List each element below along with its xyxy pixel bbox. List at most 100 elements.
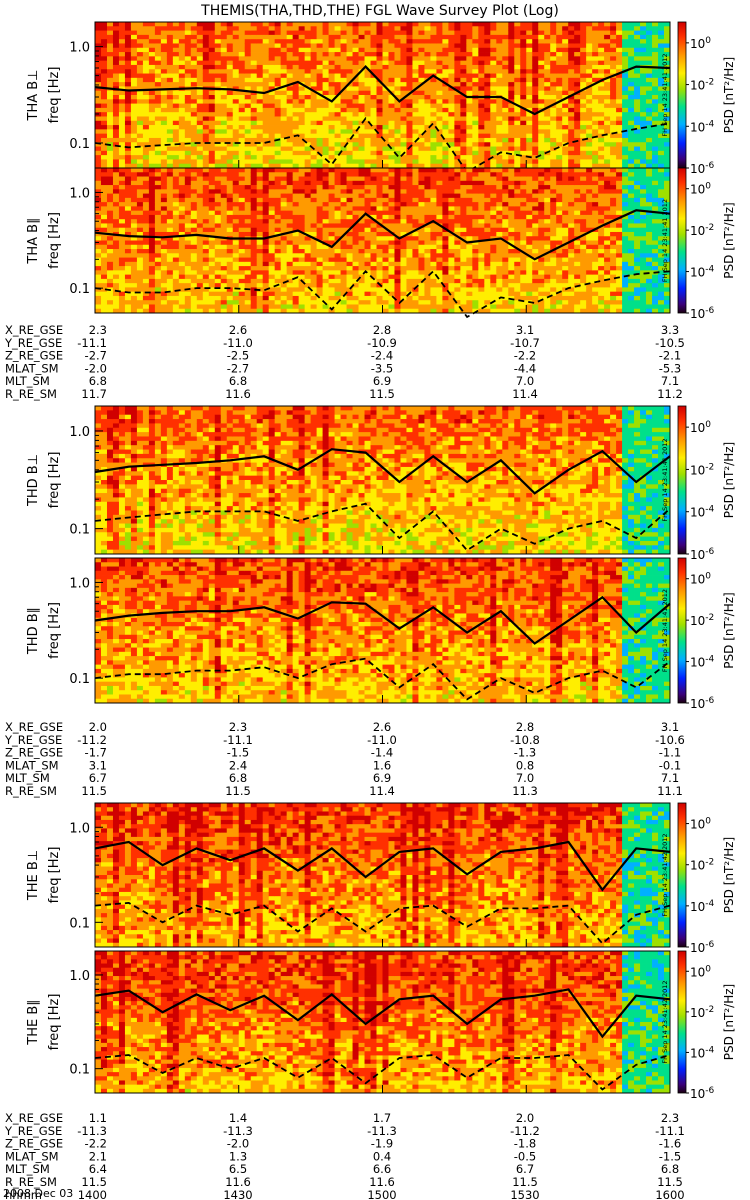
heatmap-cell (334, 180, 341, 186)
heatmap-cell (358, 210, 365, 216)
heatmap-cell (286, 73, 294, 79)
heatmap-cell (598, 116, 605, 122)
heatmap-cell (208, 295, 216, 301)
heatmap-cell (628, 146, 635, 152)
heatmap-cell (322, 69, 329, 74)
heatmap-cell (322, 34, 329, 40)
heatmap-cell (256, 43, 264, 49)
heatmap-cell (562, 39, 569, 44)
heatmap-cell (190, 295, 198, 301)
heatmap-cell (286, 120, 294, 126)
heatmap-cell (580, 95, 587, 100)
heatmap-cell (190, 95, 198, 100)
heatmap-cell (112, 253, 120, 258)
heatmap-cell (484, 142, 491, 147)
heatmap-cell (148, 116, 156, 122)
heatmap-cell (610, 159, 617, 165)
heatmap-cell (196, 227, 204, 233)
heatmap-cell (502, 103, 509, 109)
heatmap-cell (370, 172, 377, 177)
heatmap-cell (556, 133, 563, 139)
heatmap-cell (118, 231, 126, 237)
heatmap-cell (466, 47, 473, 53)
heatmap-cell (520, 56, 527, 62)
heatmap-cell (382, 189, 389, 194)
heatmap-cell (280, 274, 288, 280)
heatmap-cell (340, 150, 347, 156)
heatmap-cell (370, 231, 377, 237)
heatmap-cell (640, 30, 647, 36)
heatmap-cell (268, 107, 276, 113)
heatmap-cell (496, 22, 503, 27)
heatmap-cell (586, 47, 593, 53)
heatmap-cell (466, 112, 473, 117)
heatmap-cell (472, 86, 479, 92)
heatmap-cell (592, 47, 599, 53)
heatmap-cell (550, 34, 557, 40)
heatmap-cell (634, 26, 641, 31)
heatmap-cell (364, 69, 371, 74)
heatmap-cell (580, 64, 587, 70)
heatmap-cell (268, 86, 276, 92)
heatmap-cell (190, 304, 198, 310)
heatmap-cell (250, 300, 258, 305)
heatmap-cell (244, 304, 252, 310)
heatmap-cell (544, 112, 551, 117)
heatmap-cell (292, 137, 300, 143)
heatmap-cell (124, 240, 132, 246)
heatmap-cell (496, 69, 503, 74)
heatmap-cell (382, 180, 389, 186)
heatmap-cell (142, 219, 150, 224)
heatmap-cell (142, 257, 150, 263)
heatmap-cell (334, 283, 341, 288)
heatmap-cell (496, 146, 503, 152)
heatmap-cell (256, 150, 264, 156)
heatmap-cell (628, 47, 635, 53)
heatmap-cell (640, 116, 647, 122)
heatmap-cell (262, 266, 270, 271)
heatmap-cell (376, 304, 383, 310)
heatmap-cell (370, 69, 377, 74)
heatmap-cell (166, 223, 174, 229)
heatmap-cell (640, 47, 647, 53)
heatmap-cell (358, 227, 365, 233)
heatmap-cell (340, 261, 347, 267)
heatmap-cell (178, 189, 186, 194)
heatmap-cell (118, 60, 126, 66)
heatmap-cell (172, 304, 180, 310)
heatmap-cell (100, 146, 108, 152)
heatmap-cell (628, 103, 635, 109)
heatmap-cell (190, 308, 198, 314)
heatmap-cell (550, 142, 557, 147)
heatmap-cell (95, 189, 102, 194)
heatmap-cell (598, 120, 605, 126)
heatmap-cell (172, 52, 180, 57)
heatmap-cell (232, 197, 240, 203)
heatmap-cell (406, 159, 413, 165)
heatmap-cell (292, 82, 300, 87)
heatmap-cell (208, 112, 216, 117)
heatmap-cell (208, 163, 216, 169)
heatmap-cell (454, 43, 461, 49)
heatmap-cell (334, 56, 341, 62)
heatmap-cell (364, 155, 371, 160)
heatmap-cell (310, 159, 318, 165)
heatmap-cell (328, 223, 335, 229)
heatmap-cell (124, 112, 132, 117)
heatmap-cell (394, 34, 401, 40)
heatmap-cell (142, 163, 150, 169)
heatmap-cell (436, 107, 443, 113)
heatmap-cell (580, 22, 587, 27)
heatmap-cell (280, 82, 288, 87)
heatmap-cell (352, 210, 359, 216)
heatmap-cell (394, 125, 401, 130)
heatmap-cell (652, 60, 659, 66)
heatmap-cell (178, 95, 186, 100)
heatmap-cell (658, 95, 665, 100)
heatmap-cell (376, 257, 383, 263)
heatmap-cell (262, 300, 270, 305)
heatmap-cell (340, 219, 347, 224)
heatmap-cell (106, 137, 114, 143)
heatmap-cell (136, 189, 144, 194)
heatmap-cell (184, 189, 192, 194)
